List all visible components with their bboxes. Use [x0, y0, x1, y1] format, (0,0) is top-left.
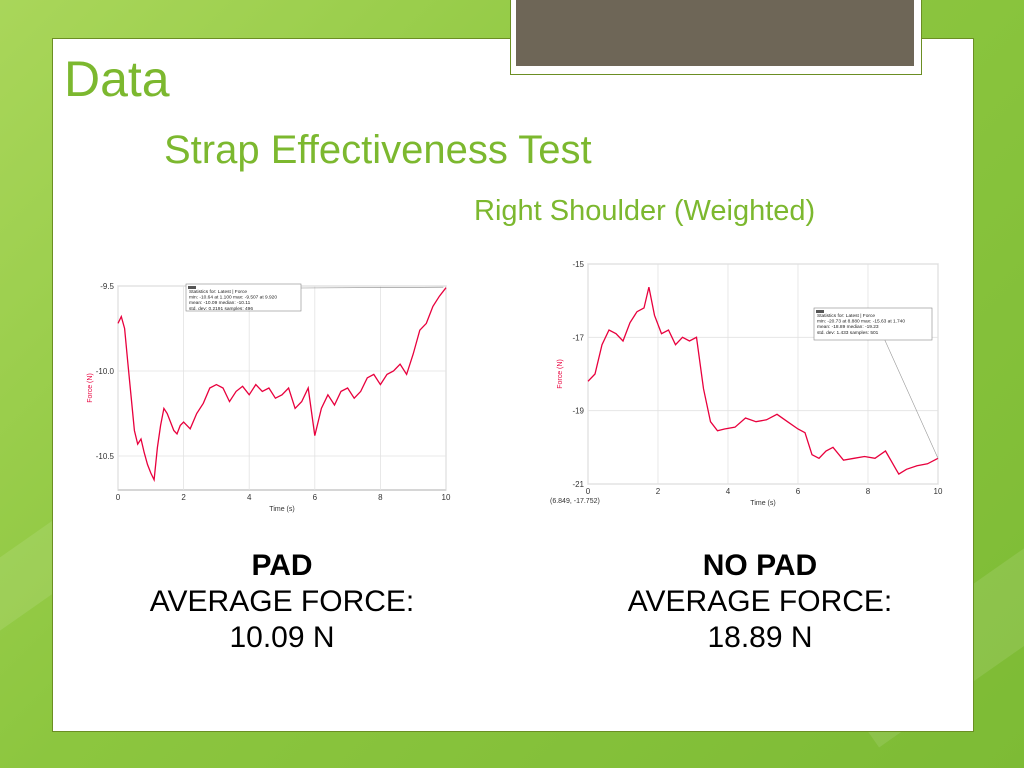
stats-line: std. dev: 0.2191 samples: 496 — [189, 306, 253, 312]
stats-line: std. dev: 1.433 samples: 501 — [817, 330, 879, 336]
x-tick-label: 4 — [726, 487, 731, 496]
stats-line: Statistics for: Latest | Force — [189, 289, 247, 295]
stats-line: min: -20.73 at 8.880 max: -15.63 at 1.74… — [817, 319, 905, 325]
x-tick-label: 10 — [934, 487, 943, 496]
y-tick-label: -15 — [572, 260, 584, 269]
stats-box-icon — [816, 310, 824, 313]
stats-line: mean: -18.89 median: -19.23 — [817, 324, 879, 330]
caption-no-pad-value: 18.89 N — [707, 621, 813, 654]
y-tick-label: -17 — [572, 333, 584, 342]
x-tick-label: 8 — [378, 493, 383, 502]
y-axis-label: Force (N) — [87, 373, 94, 403]
y-tick-label: -21 — [572, 480, 584, 489]
chart-pad-svg: 0 2 4 6 8 10 -9.5 -10.0 -10.5 Time (s) Force (N) St… — [87, 282, 451, 513]
x-tick-label: 6 — [313, 493, 318, 502]
x-axis-label: Time (s) — [269, 506, 294, 513]
chart-no-pad: 0 2 4 6 8 10 -15 -17 -19 -21 Time (s) Force (N) Stat… — [536, 252, 950, 512]
caption-pad-value: 10.09 N — [229, 621, 335, 654]
stats-pointer — [300, 286, 444, 289]
stats-box-icon — [188, 286, 196, 289]
caption-no-pad-label: AVERAGE FORCE: — [627, 585, 893, 618]
caption-pad-label: AVERAGE FORCE: — [149, 585, 415, 618]
header-tab-fill — [516, 0, 914, 66]
slide-title: Data — [64, 51, 170, 107]
x-tick-label: 0 — [116, 493, 121, 502]
y-tick-label: -9.5 — [100, 282, 114, 291]
x-tick-label: 4 — [247, 493, 252, 502]
y-axis-label: Force (N) — [557, 359, 564, 389]
slide-subtitle: Strap Effectiveness Test — [164, 128, 592, 172]
cursor-readout: (6.849, -17.752) — [550, 498, 600, 505]
stats-line: min: -10.64 at 1.100 max: -9.507 at 9.92… — [189, 295, 277, 301]
plot-area — [117, 285, 447, 491]
caption-pad: PAD AVERAGE FORCE: 10.09 N — [112, 548, 452, 656]
chart-pad: 0 2 4 6 8 10 -9.5 -10.0 -10.5 Time (s) Force (N) St… — [76, 270, 456, 515]
caption-pad-heading: PAD — [251, 549, 313, 582]
x-tick-label: 2 — [181, 493, 186, 502]
caption-no-pad: NO PAD AVERAGE FORCE: 18.89 N — [590, 548, 930, 656]
stats-box — [813, 307, 933, 341]
y-tick-label: -10.0 — [96, 367, 115, 376]
x-tick-label: 8 — [866, 487, 871, 496]
y-tick-label: -10.5 — [96, 452, 115, 461]
x-tick-label: 0 — [586, 487, 591, 496]
series-line — [117, 287, 447, 483]
x-tick-label: 10 — [442, 493, 451, 502]
x-tick-label: 6 — [796, 487, 801, 496]
series-line — [587, 286, 939, 476]
y-tick-label: -19 — [572, 407, 584, 416]
slide-subtitle-secondary: Right Shoulder (Weighted) — [474, 195, 816, 227]
stats-line: mean: -10.09 median: -10.11 — [189, 300, 251, 306]
stats-pointer — [884, 339, 939, 459]
stats-line: Statistics for: Latest | Force — [817, 313, 875, 319]
stats-box — [185, 283, 302, 312]
x-axis-label: Time (s) — [750, 500, 775, 507]
chart-no-pad-svg: 0 2 4 6 8 10 -15 -17 -19 -21 Time (s) Force (N) Stat… — [550, 260, 943, 507]
x-tick-label: 2 — [656, 487, 661, 496]
caption-no-pad-heading: NO PAD — [702, 549, 818, 582]
